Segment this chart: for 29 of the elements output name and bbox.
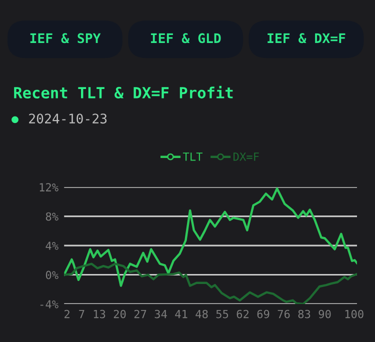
x-tick-label: 62 — [236, 310, 249, 318]
chart-title: Recent TLT & DX=F Profit — [14, 86, 233, 98]
y-tick-label: 0% — [46, 270, 58, 280]
x-tick-label: 2 — [64, 310, 70, 318]
legend-label: TLT — [182, 152, 203, 161]
y-tick-label: 4% — [46, 242, 58, 250]
x-tick-label: 69 — [257, 310, 270, 318]
x-tick-label: 27 — [134, 310, 146, 318]
x-tick-label: 34 — [154, 310, 167, 318]
line-series — [64, 187, 357, 287]
line-series — [64, 262, 357, 304]
x-tick-label: 90 — [318, 310, 331, 318]
x-tick-label: 41 — [175, 310, 188, 318]
chart-subtitle: 2024-10-23 — [29, 114, 107, 124]
text: IEF & SPY — [30, 33, 101, 44]
x-tick-label: 76 — [278, 310, 290, 318]
y-tick-label: -4% — [40, 300, 58, 308]
x-tick-label: 48 — [196, 310, 208, 318]
y-tick-label: 12% — [40, 183, 58, 192]
x-tick-label: 100 — [345, 310, 364, 318]
text: IEF & GLD — [150, 33, 221, 44]
x-tick-label: 7 — [79, 310, 84, 318]
x-tick-label: 55 — [216, 310, 228, 318]
legend-label: DX=F — [234, 152, 259, 161]
x-tick-label: 20 — [114, 310, 126, 318]
text: IEF & DX=F — [268, 33, 346, 44]
x-tick-label: 13 — [94, 310, 106, 318]
y-tick-label: 8% — [46, 212, 58, 221]
x-tick-label: 83 — [298, 310, 310, 318]
